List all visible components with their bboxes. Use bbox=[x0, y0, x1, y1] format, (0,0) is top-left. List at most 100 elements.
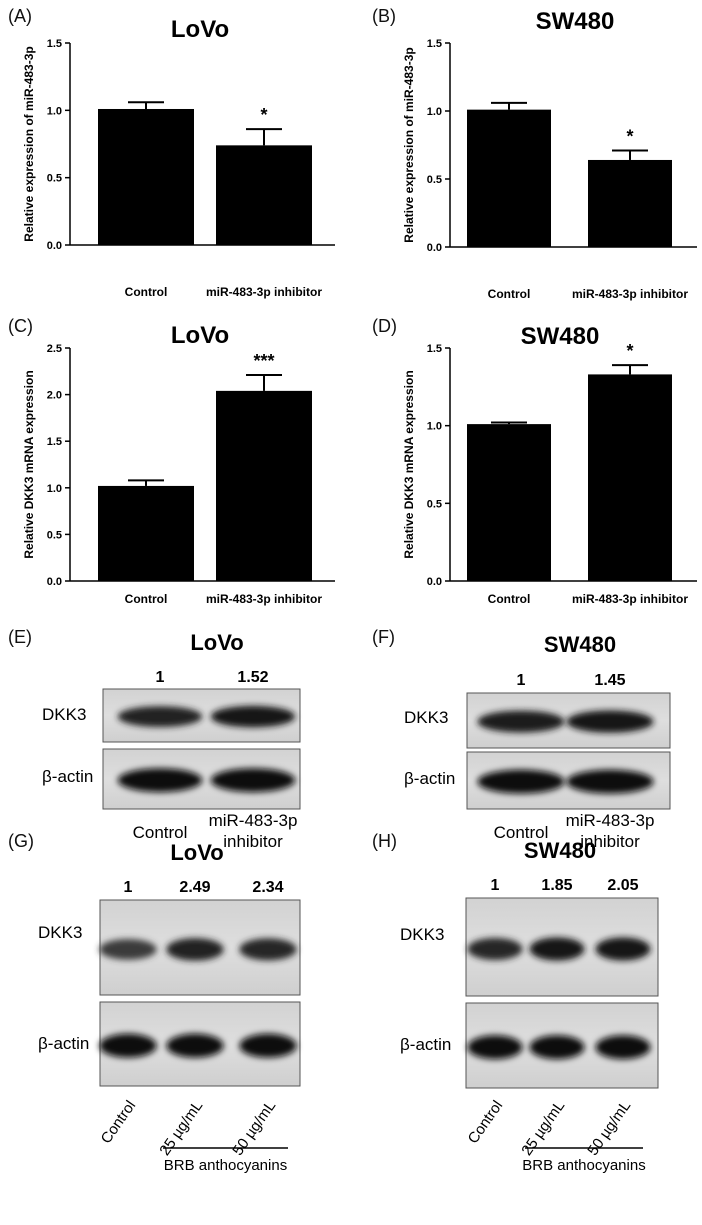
protein-band bbox=[210, 768, 296, 793]
significance-marker: *** bbox=[253, 351, 274, 371]
protein-band bbox=[595, 937, 651, 961]
protein-band bbox=[117, 706, 203, 728]
lane-label: Control bbox=[98, 1098, 140, 1147]
quantification-value: 2.49 bbox=[179, 879, 210, 896]
x-category-label: Control bbox=[488, 287, 531, 301]
quantification-value: 2.05 bbox=[607, 877, 638, 894]
lane-label: Control bbox=[465, 1098, 507, 1147]
y-axis-label: Relative DKK3 mRNA expression bbox=[402, 370, 416, 558]
y-tick-label: 0.5 bbox=[47, 529, 62, 541]
quantification-value: 1 bbox=[491, 877, 500, 894]
panel-letter: (E) bbox=[8, 627, 32, 647]
group-label: BRB anthocyanins bbox=[164, 1157, 287, 1174]
bar bbox=[216, 145, 312, 245]
blot-panel-g: (G) LoVo 1 2.49 2.34 DKK3 β-actin Control 25 µg/… bbox=[8, 831, 301, 1174]
row-label-beta-actin: β-actin bbox=[38, 1034, 89, 1053]
protein-band bbox=[467, 937, 523, 961]
y-axis-label: Relative expression of miR-483-3p bbox=[22, 46, 36, 241]
protein-band bbox=[117, 768, 203, 793]
y-tick-label: 1.5 bbox=[47, 436, 62, 448]
protein-band bbox=[529, 937, 585, 961]
y-tick-label: 1.5 bbox=[427, 343, 442, 355]
blot-title: LoVo bbox=[190, 630, 243, 655]
row-label-dkk3: DKK3 bbox=[404, 708, 448, 727]
dkk3-blot-strip bbox=[102, 688, 301, 743]
y-tick-label: 0.5 bbox=[427, 174, 442, 186]
y-axis-label: Relative expression of miR-483-3p bbox=[402, 47, 416, 242]
protein-band bbox=[477, 710, 565, 733]
blot-title: SW480 bbox=[544, 632, 616, 657]
quantification-value: 1 bbox=[156, 669, 165, 686]
x-category-label: miR-483-3p inhibitor bbox=[572, 592, 688, 606]
panel-letter: (A) bbox=[8, 6, 32, 26]
dkk3-blot-strip bbox=[99, 899, 301, 996]
quantification-value: 1 bbox=[517, 672, 526, 689]
row-label-beta-actin: β-actin bbox=[404, 769, 455, 788]
row-label-beta-actin: β-actin bbox=[400, 1035, 451, 1054]
protein-band bbox=[166, 938, 224, 961]
row-label-dkk3: DKK3 bbox=[38, 923, 82, 942]
protein-band bbox=[566, 769, 654, 794]
significance-marker: * bbox=[626, 341, 633, 361]
beta-actin-blot-strip bbox=[99, 1001, 301, 1087]
lane-label: Control bbox=[494, 823, 549, 842]
dkk3-blot-strip bbox=[466, 692, 671, 749]
y-tick-label: 0.0 bbox=[427, 576, 442, 588]
row-label-beta-actin: β-actin bbox=[42, 767, 93, 786]
y-tick-label: 0.0 bbox=[47, 576, 62, 588]
quantification-value: 1 bbox=[124, 879, 133, 896]
lane-label: miR-483-3p inhibitor bbox=[566, 811, 655, 851]
beta-actin-blot-strip bbox=[466, 751, 671, 810]
protein-band bbox=[239, 938, 297, 961]
lane-label: 25 µg/mL bbox=[156, 1098, 206, 1159]
panel-letter: (C) bbox=[8, 316, 33, 336]
x-category-label: miR-483-3p inhibitor bbox=[572, 287, 688, 301]
lane-label: Control bbox=[133, 823, 188, 842]
y-tick-label: 1.5 bbox=[47, 38, 62, 50]
protein-band bbox=[595, 1035, 651, 1060]
x-category-label: miR-483-3p inhibitor bbox=[206, 592, 322, 606]
quantification-value: 2.34 bbox=[252, 879, 283, 896]
protein-band bbox=[210, 705, 296, 728]
beta-actin-blot-strip bbox=[465, 1002, 659, 1089]
lane-label: miR-483-3p inhibitor bbox=[209, 811, 298, 851]
chart-title: SW480 bbox=[521, 323, 600, 350]
bar bbox=[588, 374, 672, 581]
y-tick-label: 2.0 bbox=[47, 390, 62, 402]
chart-title: LoVo bbox=[171, 322, 229, 349]
protein-band bbox=[239, 1033, 297, 1058]
quantification-value: 1.45 bbox=[594, 672, 625, 689]
blot-panel-f: (F) SW480 1 1.45 DKK3 β-actin Control miR-483-3… bbox=[372, 627, 671, 851]
significance-marker: * bbox=[260, 105, 267, 125]
x-category-label: Control bbox=[125, 592, 168, 606]
chart-panel-c: (C) LoVo 0.0 0.5 1.0 1.5 2.0 2.5 Relative DKK3 m… bbox=[8, 316, 335, 606]
y-tick-label: 1.0 bbox=[47, 105, 62, 117]
chart-title: SW480 bbox=[536, 8, 615, 35]
quantification-value: 1.85 bbox=[541, 877, 572, 894]
blot-panel-h: (H) SW480 1 1.85 2.05 DKK3 β-actin Control 25 µg… bbox=[372, 831, 659, 1174]
protein-band bbox=[477, 769, 565, 794]
bar bbox=[588, 159, 672, 247]
blot-title: SW480 bbox=[524, 838, 596, 863]
lane-label: 50 µg/mL bbox=[584, 1098, 634, 1159]
y-tick-label: 1.0 bbox=[427, 421, 442, 433]
panel-letter: (G) bbox=[8, 831, 34, 851]
x-category-label: Control bbox=[125, 285, 168, 299]
beta-actin-blot-strip bbox=[102, 748, 301, 810]
chart-panel-d: (D) SW480 0.0 0.5 1.0 1.5 Relative DKK3 mRNA e… bbox=[372, 316, 697, 606]
row-label-dkk3: DKK3 bbox=[42, 705, 86, 724]
row-label-dkk3: DKK3 bbox=[400, 925, 444, 944]
panel-letter: (D) bbox=[372, 316, 397, 336]
protein-band bbox=[99, 939, 157, 960]
panel-letter: (H) bbox=[372, 831, 397, 851]
y-tick-label: 0.5 bbox=[427, 498, 442, 510]
group-label: BRB anthocyanins bbox=[522, 1157, 645, 1174]
significance-marker: * bbox=[626, 126, 633, 146]
protein-band bbox=[99, 1033, 157, 1058]
protein-band bbox=[166, 1033, 224, 1058]
protein-band bbox=[529, 1035, 585, 1060]
x-category-label: miR-483-3p inhibitor bbox=[206, 285, 322, 299]
panel-letter: (F) bbox=[372, 627, 395, 647]
y-tick-label: 2.5 bbox=[47, 343, 62, 355]
y-tick-label: 1.5 bbox=[427, 38, 442, 50]
